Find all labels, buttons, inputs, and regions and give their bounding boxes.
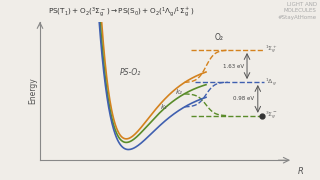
- Text: $^1\Delta_g$: $^1\Delta_g$: [265, 76, 277, 88]
- Text: $^1\Sigma_g^+$: $^1\Sigma_g^+$: [265, 44, 278, 56]
- Y-axis label: Energy: Energy: [28, 78, 37, 104]
- Text: LIGHT AND
MOLECULES
#StayAtHome: LIGHT AND MOLECULES #StayAtHome: [278, 2, 317, 20]
- Text: O₂: O₂: [214, 33, 223, 42]
- Text: 0.98 eV: 0.98 eV: [234, 96, 255, 101]
- Text: k₁: k₁: [161, 104, 167, 110]
- Text: R: R: [298, 167, 304, 176]
- Text: PS-O₂: PS-O₂: [120, 68, 141, 77]
- Text: 1.63 eV: 1.63 eV: [223, 64, 244, 69]
- Text: k₂: k₂: [176, 89, 183, 95]
- Text: $\mathsf{PS(T_1) + O_2(^3\Sigma_g^-) \rightarrow PS(S_0) + O_2(^1\Lambda_g/^1\Si: $\mathsf{PS(T_1) + O_2(^3\Sigma_g^-) \ri…: [48, 5, 195, 20]
- Text: $^3\Sigma_g^-$: $^3\Sigma_g^-$: [265, 110, 278, 122]
